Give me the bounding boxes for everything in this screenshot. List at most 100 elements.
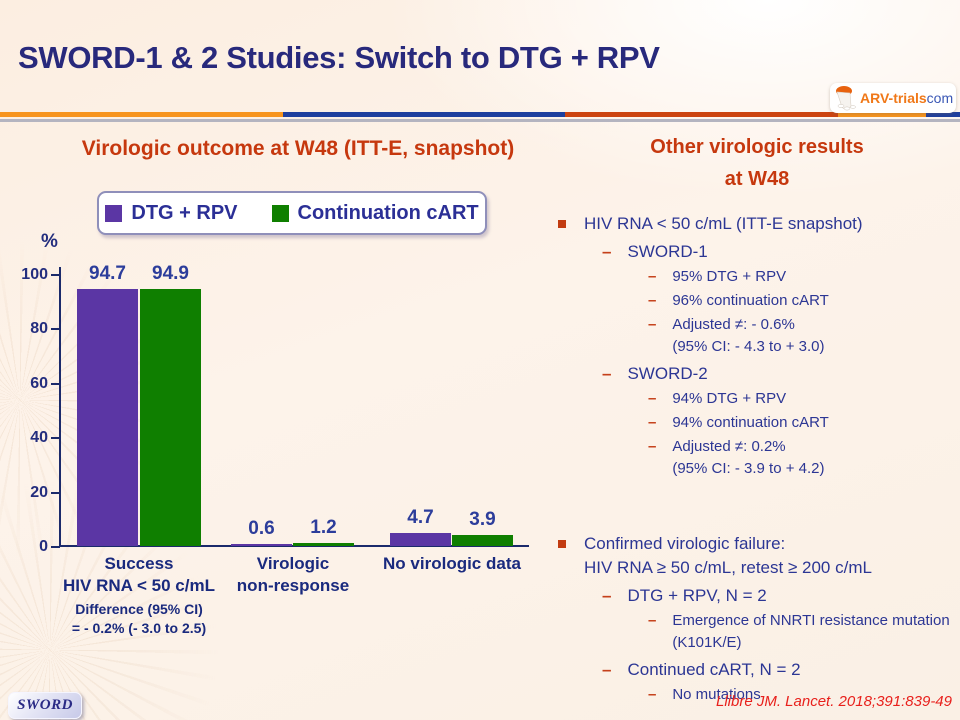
- bullet-item: – Adjusted ≠: 0.2% (95% CI: - 3.9 to + 4.2…: [556, 436, 956, 480]
- legend-item: Continuation cART: [271, 201, 479, 225]
- bullet-dash-icon: –: [648, 316, 657, 333]
- bullet-text: No mutations: [672, 686, 761, 703]
- bullet-item: – DTG + RPV, N = 2: [556, 584, 956, 608]
- bullet-item: – Adjusted ≠: - 0.6% (95% CI: - 4.3 to + 3…: [556, 314, 956, 358]
- bullet-text-continuation: HIV RNA ≥ 50 c/mL, retest ≥ 200 c/mL: [584, 558, 872, 577]
- bar-value-label: 4.7: [407, 507, 434, 529]
- sword-badge-label: SWORD: [17, 697, 73, 713]
- pill-bottle-icon: [836, 86, 856, 111]
- bullet-item: – No mutations: [556, 684, 956, 706]
- bullet-dash-icon: –: [602, 586, 612, 605]
- bullet-text: Adjusted ≠: 0.2% (95% CI: - 3.9 to + 4.2): [672, 436, 956, 480]
- category-label: Success HIV RNA < 50 c/mL: [63, 554, 215, 596]
- bullet-dash-icon: –: [648, 268, 657, 285]
- category-label: Virologic non-response: [236, 554, 350, 596]
- legend-label: Continuation cART: [297, 201, 479, 224]
- y-axis-ticks: 0 20 40 60 80 100: [18, 266, 60, 555]
- bullet-item: Confirmed virologic failure: HIV RNA ≥ 50…: [556, 532, 956, 580]
- bar-continuation-cart: [452, 535, 513, 546]
- bullet-text: Adjusted ≠: - 0.6% (95% CI: - 4.3 to + 3.…: [672, 314, 956, 358]
- legend-swatch-icon: [271, 204, 289, 222]
- bullet-text: 96% continuation cART: [672, 292, 829, 309]
- bullet-text: 94% DTG + RPV: [672, 390, 787, 407]
- difference-note: Difference (95% CI) = - 0.2% (- 3.0 to 2…: [34, 600, 244, 638]
- y-tick-mark: [51, 274, 60, 276]
- bullet-text: HIV RNA < 50 c/mL (ITT-E snapshot): [584, 214, 863, 233]
- bullet-dash-icon: –: [648, 390, 657, 407]
- y-tick-mark: [51, 491, 60, 494]
- bullet-dash-icon: –: [602, 660, 612, 679]
- bullet-item: – SWORD-2: [556, 362, 956, 386]
- bullet-text: 95% DTG + RPV: [672, 268, 787, 285]
- bullet-text: Emergence of NNRTI resistance mutation (…: [672, 612, 950, 651]
- bar-dtg-rpv: [231, 544, 292, 546]
- bullet-item: – Emergence of NNRTI resistance mutation …: [556, 610, 956, 654]
- y-axis-line: [59, 267, 61, 547]
- page-title: SWORD-1 & 2 Studies: Switch to DTG + RPV: [18, 40, 660, 75]
- y-tick-label: 60: [30, 374, 48, 392]
- chart-legend: DTG + RPV Continuation cART: [97, 191, 487, 235]
- difference-note-line1: Difference (95% CI): [75, 601, 203, 617]
- bullet-item: –94% continuation cART: [556, 412, 956, 434]
- y-tick-label: 0: [39, 538, 48, 555]
- bar-continuation-cart: [140, 288, 201, 546]
- bullet-item: – Continued cART, N = 2: [556, 658, 956, 682]
- y-tick-mark: [51, 328, 60, 331]
- bullet-item: –95% DTG + RPV: [556, 266, 956, 288]
- divider-gray-line: [0, 119, 960, 122]
- bullet-text: Continued cART, N = 2: [627, 660, 801, 679]
- divider-stripe-orange: [838, 112, 926, 117]
- bar-value-label: 94.7: [89, 263, 126, 285]
- y-tick-label: 40: [30, 429, 48, 447]
- legend-swatch-icon: [105, 204, 123, 222]
- y-tick-mark: [51, 546, 60, 548]
- bullet-text: DTG + RPV, N = 2: [627, 586, 767, 605]
- bar-chart-plot-area: 94.7 0.6 4.7 94.9 1.2 3.9: [60, 263, 530, 546]
- y-tick-mark: [51, 437, 60, 440]
- y-axis-unit-label: %: [41, 231, 58, 252]
- bar-value-label: 3.9: [469, 509, 496, 531]
- bullet-dash-icon: –: [648, 438, 657, 455]
- legend-item: DTG + RPV: [105, 201, 238, 225]
- divider-stripe-blue: [926, 112, 960, 117]
- bullet-dash-icon: –: [648, 292, 657, 309]
- bullet-text: 94% continuation cART: [672, 414, 829, 431]
- bar-value-label: 1.2: [310, 516, 337, 538]
- x-axis-line: [59, 545, 529, 547]
- bar-value-label: 0.6: [248, 518, 275, 540]
- bullet-dash-icon: –: [648, 612, 657, 629]
- bullet-item: –94% DTG + RPV: [556, 388, 956, 410]
- bullet-square-icon: [558, 220, 566, 228]
- chart-heading: Virologic outcome at W48 (ITT-E, snapsho…: [81, 137, 515, 160]
- legend-label: DTG + RPV: [131, 201, 238, 224]
- bar-continuation-cart: [293, 542, 354, 546]
- y-tick-label: 80: [30, 320, 48, 338]
- bullet-dash-icon: –: [648, 686, 657, 703]
- bar-dtg-rpv: [390, 533, 451, 546]
- bullet-text-continuation: (95% CI: - 3.9 to + 4.2): [672, 460, 825, 477]
- right-panel-heading-line1: Other virologic results: [650, 136, 864, 158]
- category-label: No virologic data: [383, 554, 521, 573]
- arv-trials-logo[interactable]: ARV-trialscom: [830, 83, 956, 113]
- bullet-text: SWORD-2: [627, 364, 708, 383]
- right-panel-bullet-list: HIV RNA < 50 c/mL (ITT-E snapshot) – SWORD…: [556, 208, 956, 706]
- bullet-item: HIV RNA < 50 c/mL (ITT-E snapshot): [556, 212, 956, 236]
- divider-stripe-red: [565, 112, 838, 117]
- bullet-text: SWORD-1: [627, 242, 708, 261]
- bullet-dash-icon: –: [602, 242, 612, 261]
- bullet-item: – SWORD-1: [556, 240, 956, 264]
- bar-value-label: 94.9: [152, 262, 189, 284]
- bullet-text: Confirmed virologic failure: HIV RNA ≥ 50…: [584, 532, 956, 580]
- bullet-dash-icon: –: [602, 364, 612, 383]
- divider-stripe-blue: [283, 112, 565, 117]
- divider-stripe-orange: [0, 112, 283, 117]
- difference-note-line2: = - 0.2% (- 3.0 to 2.5): [71, 619, 207, 636]
- y-tick-label: 100: [21, 266, 48, 283]
- bullet-text-continuation: (95% CI: - 4.3 to + 3.0): [672, 338, 825, 355]
- logo-text: ARV-trialscom: [860, 90, 954, 106]
- citation-text: Llibre JM. Lancet. 2018;391:839-49: [716, 693, 952, 710]
- bar-dtg-rpv: [77, 289, 138, 546]
- bullet-square-icon: [558, 540, 566, 548]
- bullet-item: –96% continuation cART: [556, 290, 956, 312]
